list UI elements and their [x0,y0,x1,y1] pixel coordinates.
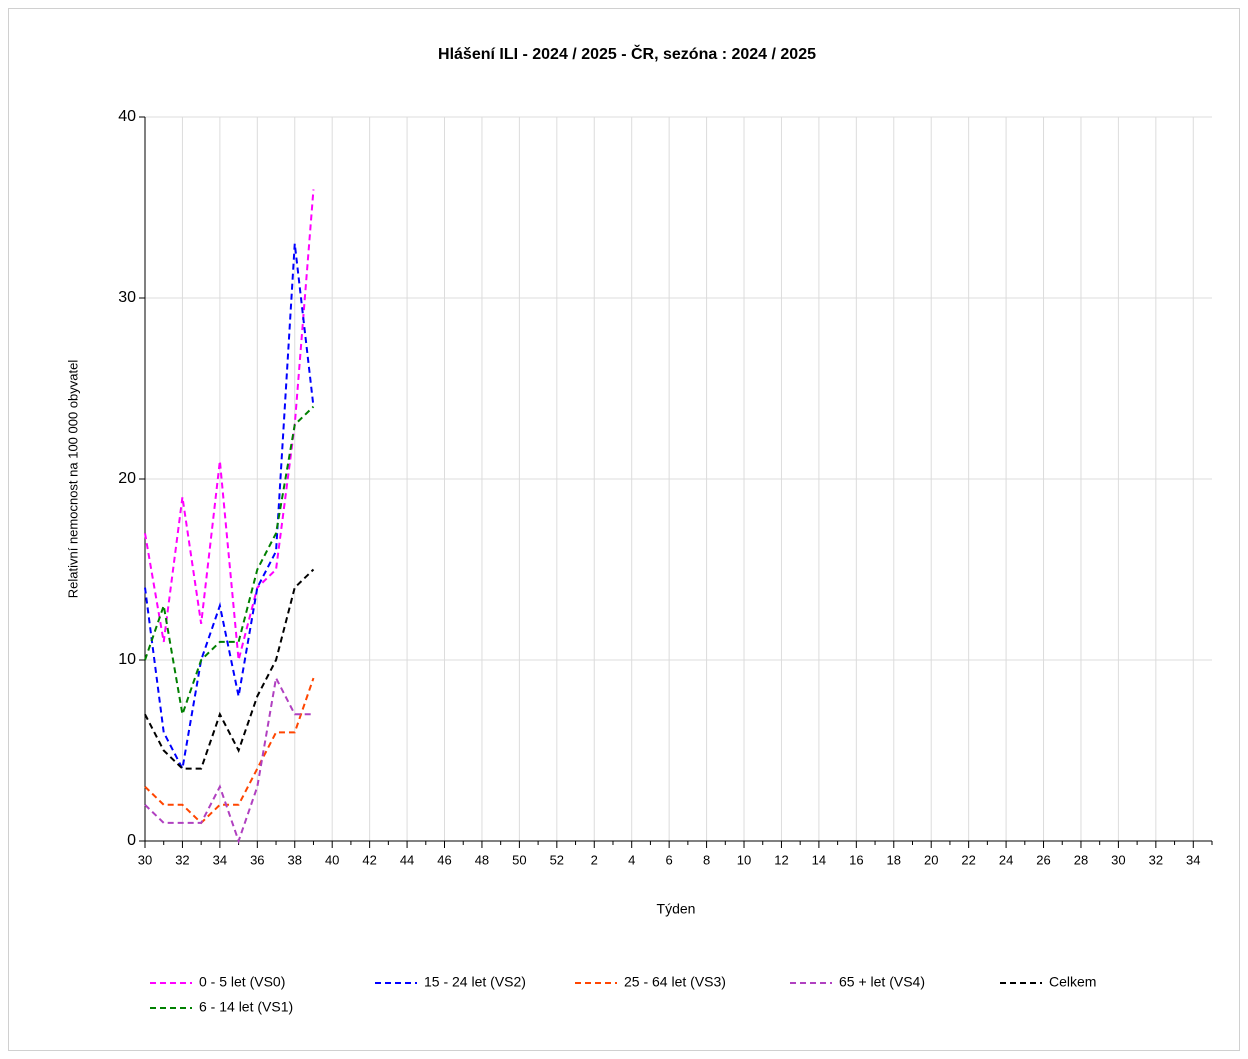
series-line [144,405,315,715]
x-tick-label: 8 [703,852,710,867]
y-axis-label: Relativní nemocnost na 100 000 obyvatel [65,360,80,599]
x-tick-label: 2 [591,852,598,867]
x-tick-label: 42 [362,852,376,867]
x-tick-label: 26 [1036,852,1050,867]
series-line [144,677,315,825]
legend-label: 65 + let (VS4) [839,974,925,990]
x-tick-label: 16 [849,852,863,867]
x-tick-label: 46 [437,852,451,867]
x-tick-label: 30 [138,852,152,867]
x-tick-label: 32 [1149,852,1163,867]
x-tick-label: 32 [175,852,189,867]
x-tick-label: 50 [512,852,526,867]
y-tick-label: 10 [118,651,136,668]
series-line [144,189,315,661]
x-tick-label: 6 [666,852,673,867]
frame [8,8,1240,1051]
x-tick-label: 44 [400,852,414,867]
x-tick-label: 34 [1186,852,1200,867]
y-tick-label: 30 [118,289,136,306]
y-tick-label: 40 [118,108,136,125]
series-line [144,243,315,772]
x-tick-label: 52 [550,852,564,867]
x-tick-label: 28 [1074,852,1088,867]
x-tick-label: 48 [475,852,489,867]
x-tick-label: 30 [1111,852,1125,867]
legend-label: 15 - 24 let (VS2) [424,974,526,990]
legend-label: 0 - 5 let (VS0) [199,974,285,990]
x-tick-label: 38 [288,852,302,867]
legend-label: 6 - 14 let (VS1) [199,999,293,1015]
x-tick-label: 4 [628,852,635,867]
x-tick-label: 10 [737,852,751,867]
legend-label: Celkem [1049,974,1096,990]
legend-label: 25 - 64 let (VS3) [624,974,726,990]
x-tick-label: 20 [924,852,938,867]
x-tick-label: 12 [774,852,788,867]
x-tick-label: 40 [325,852,339,867]
x-tick-label: 22 [961,852,975,867]
x-axis-label: Týden [657,901,696,917]
x-tick-label: 18 [887,852,901,867]
x-tick-label: 36 [250,852,264,867]
series-line [144,568,315,770]
x-tick-label: 14 [812,852,826,867]
x-tick-label: 34 [213,852,227,867]
series-line [144,674,314,845]
y-tick-label: 0 [127,832,136,849]
chart-title: Hlášení ILI - 2024 / 2025 - ČR, sezóna :… [438,44,816,63]
x-tick-label: 24 [999,852,1013,867]
y-tick-label: 20 [118,470,136,487]
